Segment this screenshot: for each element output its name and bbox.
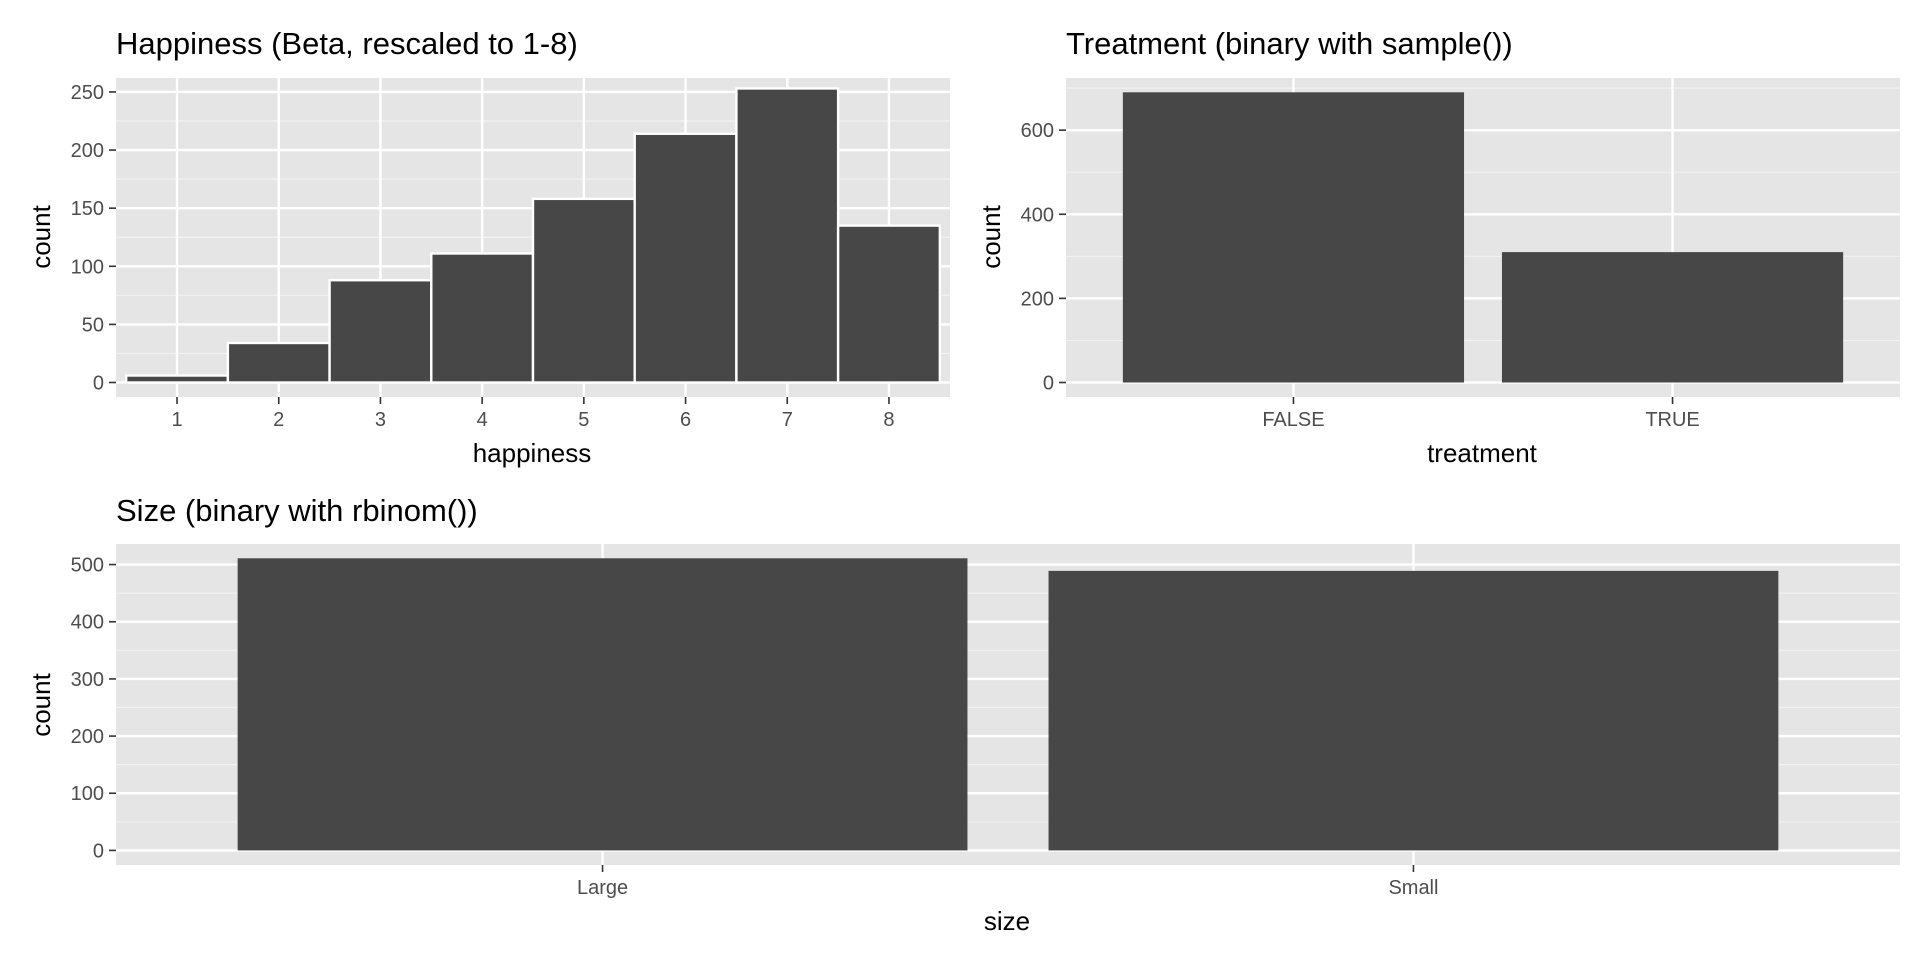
happiness-x-axis-title: happiness (473, 438, 592, 468)
happiness-histogram-panel: Happiness (Beta, rescaled to 1-8) 0 50 100… (26, 26, 950, 468)
treatment-y-tick-label: 200 (1021, 288, 1054, 310)
happiness-y-tick-label: 200 (71, 140, 104, 162)
happiness-y-tick-label: 150 (71, 198, 104, 220)
happiness-y-tick-label: 250 (71, 82, 104, 104)
treatment-y-tick-label: 0 (1043, 373, 1054, 395)
size-x-axis-title: size (984, 906, 1030, 936)
happiness-x-tick-label: 1 (171, 409, 182, 431)
happiness-bar-7 (735, 87, 840, 384)
happiness-x-tick-label: 2 (273, 409, 284, 431)
size-bar-Small (1048, 570, 1779, 851)
treatment-chart-title: Treatment (binary with sample()) (1066, 26, 1513, 61)
happiness-bar-4 (430, 252, 535, 384)
treatment-y-tick-label: 600 (1021, 120, 1054, 142)
size-y-tick-label: 0 (93, 840, 104, 862)
happiness-x-tick-label: 7 (782, 409, 793, 431)
treatment-bar-panel: Treatment (binary with sample()) 0 200 400… (976, 26, 1900, 468)
happiness-x-tick-label: 6 (680, 409, 691, 431)
happiness-bar-5 (531, 197, 636, 384)
happiness-chart-title: Happiness (Beta, rescaled to 1-8) (116, 26, 578, 61)
size-bar-Large (237, 558, 968, 851)
happiness-x-tick-label: 3 (375, 409, 386, 431)
treatment-bars (1122, 92, 1844, 383)
treatment-axes: 0 200 400 600 FALSE TRUE (1021, 120, 1700, 431)
size-y-tick-label: 300 (71, 669, 104, 691)
treatment-x-axis-title: treatment (1427, 438, 1538, 468)
size-y-tick-label: 100 (71, 783, 104, 805)
treatment-x-tick-label: FALSE (1262, 409, 1324, 431)
happiness-bar-1 (124, 374, 230, 384)
happiness-x-tick-label: 5 (578, 409, 589, 431)
happiness-x-tick-label: 4 (477, 409, 488, 431)
treatment-bar-FALSE (1122, 92, 1465, 383)
happiness-bar-3 (328, 279, 433, 384)
happiness-bar-6 (633, 132, 738, 384)
size-chart-title: Size (binary with rbinom()) (116, 493, 478, 528)
size-x-tick-label: Small (1388, 877, 1438, 899)
treatment-x-tick-label: TRUE (1645, 409, 1699, 431)
size-y-axis-title: count (26, 672, 56, 736)
happiness-y-tick-label: 0 (93, 373, 104, 395)
size-y-tick-label: 400 (71, 612, 104, 634)
happiness-bar-2 (226, 341, 331, 384)
size-y-tick-label: 500 (71, 555, 104, 577)
happiness-axes: 0 50 100 150 200 250 1 2 3 4 5 6 7 8 (71, 82, 895, 431)
size-axes: 0 100 200 300 400 500 Large Small (71, 555, 1439, 899)
treatment-y-tick-label: 400 (1021, 204, 1054, 226)
happiness-x-tick-label: 8 (883, 409, 894, 431)
size-y-tick-label: 200 (71, 726, 104, 748)
happiness-y-tick-label: 50 (82, 314, 104, 336)
happiness-y-axis-title: count (26, 204, 56, 268)
size-bars (237, 558, 1779, 851)
size-bar-panel: Size (binary with rbinom()) 0 100 200 300 40… (26, 493, 1900, 936)
happiness-bars (124, 87, 942, 384)
size-x-tick-label: Large (577, 877, 628, 899)
happiness-bar-8 (836, 224, 942, 384)
treatment-y-axis-title: count (976, 204, 1006, 268)
treatment-bar-TRUE (1501, 252, 1844, 383)
happiness-y-tick-label: 100 (71, 256, 104, 278)
